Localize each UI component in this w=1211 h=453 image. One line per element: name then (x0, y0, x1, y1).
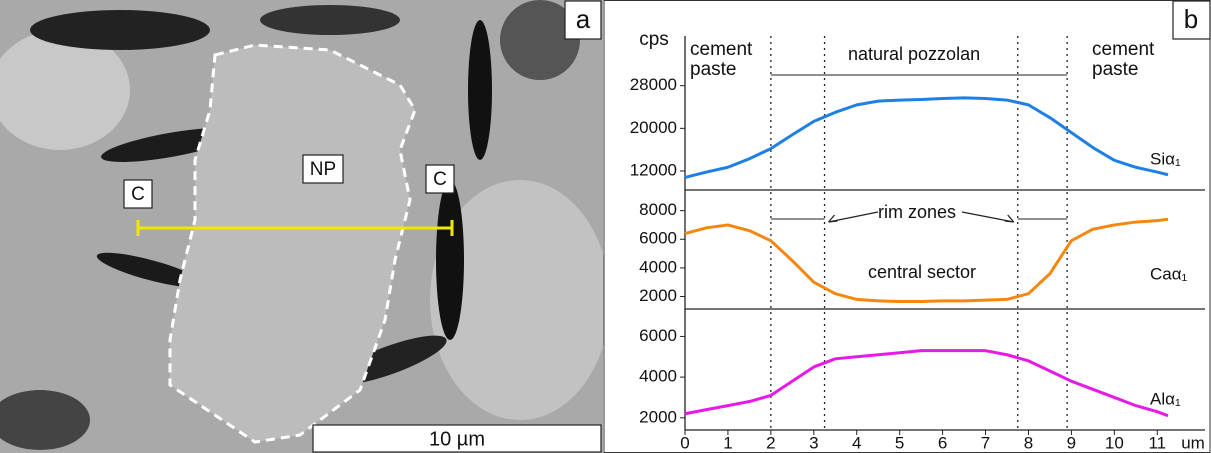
annotation: rim zones (878, 202, 957, 222)
y-tick-label: 6000 (639, 229, 677, 248)
x-tick-label: 10 (1105, 433, 1124, 452)
image-label: C (433, 169, 447, 190)
annotation: central sector (868, 262, 977, 282)
x-tick-label: 2 (766, 433, 775, 452)
series-line (684, 217, 1169, 304)
x-tick-label: 8 (1024, 433, 1033, 452)
y-tick-label: 20000 (630, 118, 677, 137)
image-label: NP (310, 159, 336, 180)
x-tick-label: 3 (809, 433, 818, 452)
y-tick-label: 4000 (639, 367, 677, 386)
series-line (684, 349, 1169, 418)
arrow (961, 211, 1015, 223)
annotation: cement paste (690, 39, 753, 80)
y-tick-label: 28000 (630, 75, 677, 94)
x-tick-label: 6 (938, 433, 947, 452)
series-label: Alα₁ (1150, 389, 1181, 408)
y-tick-label: 2000 (639, 407, 677, 426)
y-tick-label: 12000 (630, 160, 677, 179)
x-tick-label: 1 (723, 433, 732, 452)
x-tick-label: 7 (981, 433, 990, 452)
y-tick-label: 4000 (639, 257, 677, 276)
x-tick-label: 5 (895, 433, 904, 452)
scale-bar: 10 µm (429, 428, 485, 450)
y-tick-label: 2000 (639, 286, 677, 305)
image-label: C (131, 184, 145, 205)
annotation: cement paste (1092, 39, 1155, 80)
sem-image: a NP C C 10 µm (0, 0, 610, 453)
series-label: Siα₁ (1150, 149, 1181, 168)
y-tick-label: 6000 (639, 326, 677, 345)
x-tick-label: 0 (680, 433, 689, 452)
arrow (828, 211, 879, 223)
y-axis-label: cps (639, 29, 669, 50)
x-tick-label: 4 (852, 433, 861, 452)
x-axis-label: um (1181, 433, 1205, 452)
x-tick-label: 9 (1067, 433, 1076, 452)
panel-label: a (576, 4, 591, 34)
y-tick-label: 8000 (639, 200, 677, 219)
x-tick-label: 11 (1148, 433, 1166, 452)
series-line (684, 96, 1169, 179)
annotation: natural pozzolan (848, 44, 981, 64)
panel-label: b (1184, 4, 1198, 34)
series-label: Caα₁ (1150, 264, 1188, 283)
